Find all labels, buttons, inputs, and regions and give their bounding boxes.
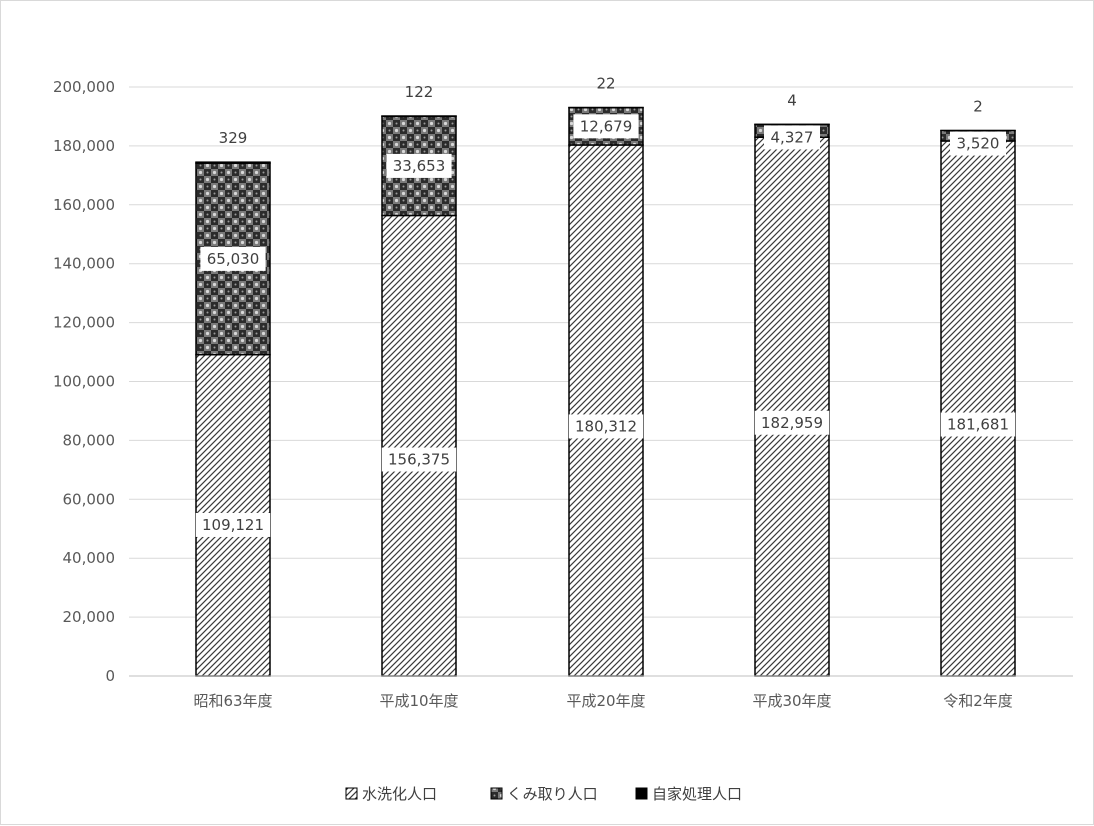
- x-tick-label: 平成10年度: [379, 692, 458, 710]
- data-label: 4: [787, 91, 797, 109]
- legend-label: 自家処理人口: [652, 785, 742, 803]
- bar-segment: [941, 141, 1015, 676]
- data-label: 329: [219, 129, 248, 147]
- data-label: 22: [596, 75, 615, 93]
- x-tick-label: 平成20年度: [566, 692, 645, 710]
- data-label: 2: [973, 98, 983, 116]
- y-tick-label: 20,000: [63, 608, 116, 626]
- bar-segment: [382, 215, 456, 676]
- data-label: 4,327: [771, 128, 814, 146]
- data-label: 180,312: [575, 417, 637, 435]
- data-label: 182,959: [761, 414, 823, 432]
- data-label: 109,121: [202, 516, 264, 534]
- data-label: 3,520: [957, 135, 1000, 153]
- y-tick-label: 100,000: [53, 373, 115, 391]
- legend-swatch: [636, 788, 647, 799]
- y-tick-label: 160,000: [53, 196, 115, 214]
- x-tick-label: 昭和63年度: [193, 692, 272, 710]
- y-tick-label: 140,000: [53, 255, 115, 273]
- y-tick-label: 80,000: [63, 431, 116, 449]
- data-label: 181,681: [947, 416, 1009, 434]
- legend-swatch: [491, 788, 502, 799]
- x-tick-label: 令和2年度: [943, 692, 1013, 710]
- y-tick-label: 200,000: [53, 78, 115, 96]
- bar-segment: [569, 145, 643, 676]
- y-tick-label: 120,000: [53, 314, 115, 332]
- y-tick-label: 180,000: [53, 137, 115, 155]
- y-tick-label: 40,000: [63, 549, 116, 567]
- data-label: 12,679: [580, 117, 633, 135]
- y-tick-label: 60,000: [63, 490, 116, 508]
- y-tick-label: 0: [105, 667, 115, 685]
- data-label: 122: [405, 83, 434, 101]
- bar-segment: [755, 137, 829, 676]
- data-label: 156,375: [388, 451, 450, 469]
- bar-segment: [196, 162, 270, 163]
- legend-label: 水洗化人口: [362, 785, 437, 803]
- legend-swatch: [346, 788, 357, 799]
- x-tick-label: 平成30年度: [752, 692, 831, 710]
- data-label: 33,653: [393, 157, 446, 175]
- legend-label: くみ取り人口: [507, 785, 598, 803]
- data-label: 65,030: [207, 250, 260, 268]
